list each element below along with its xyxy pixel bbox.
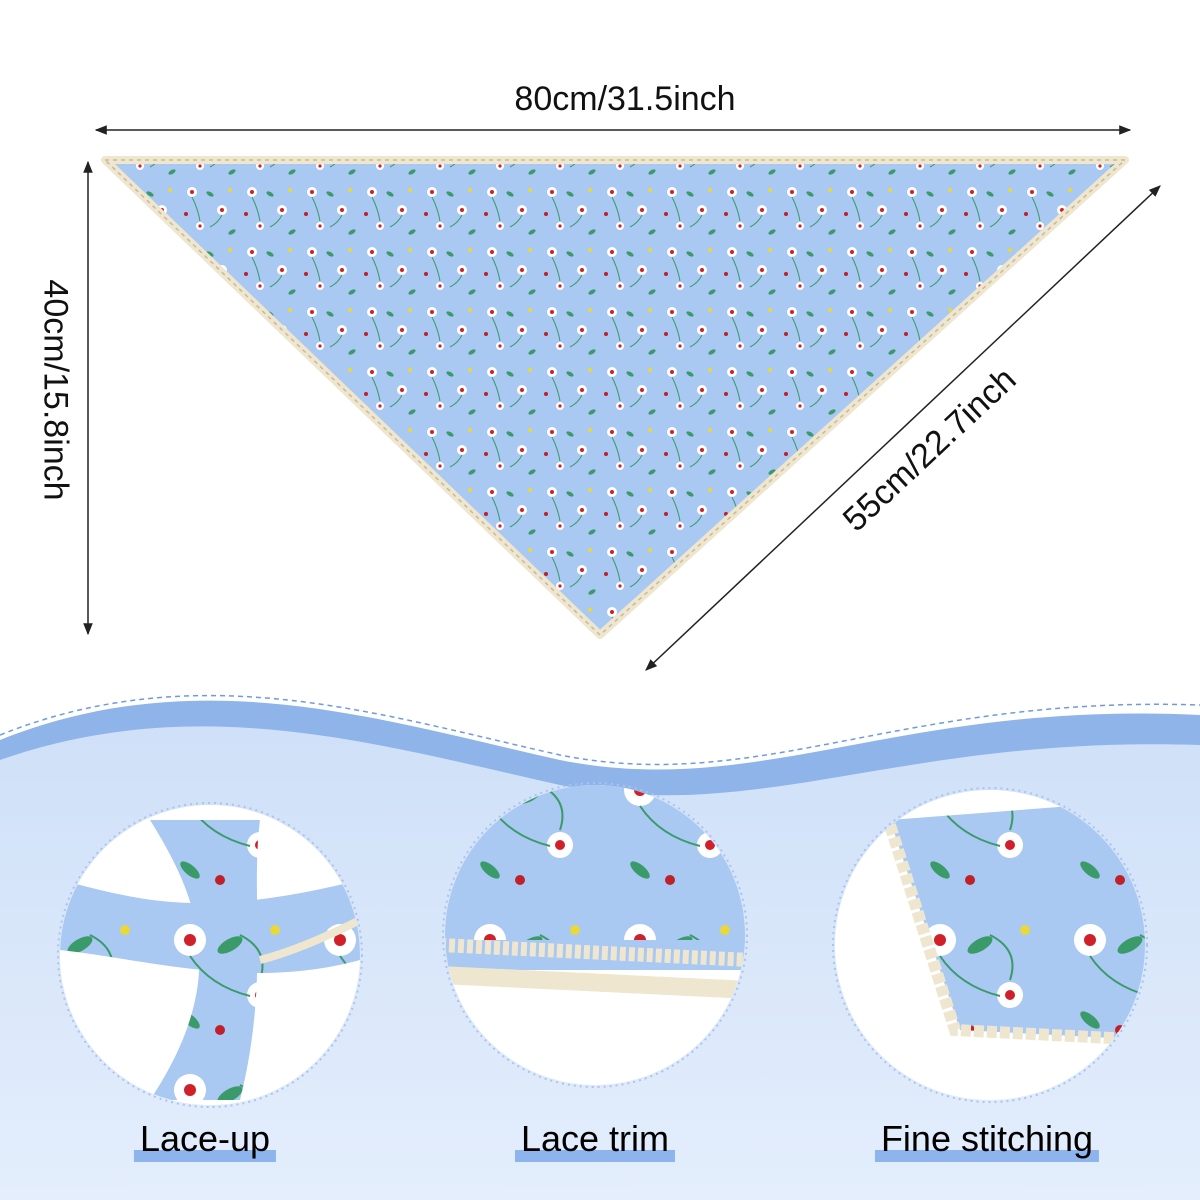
- label-underline: [133, 1150, 277, 1162]
- feature-label-fine-stitching: Fine stitching: [874, 1118, 1100, 1162]
- detail-lace-up: [57, 802, 363, 1108]
- label-underline: [514, 1150, 676, 1162]
- label-underline: [874, 1150, 1100, 1162]
- feature-text: Lace trim: [520, 1118, 670, 1159]
- detail-fine-stitching: [832, 787, 1148, 1103]
- feature-text: Lace-up: [139, 1118, 271, 1159]
- feature-text: Fine stitching: [880, 1118, 1094, 1159]
- width-label: 80cm/31.5inch: [514, 80, 736, 118]
- feature-label-lace-trim: Lace trim: [514, 1118, 676, 1162]
- feature-label-lace-up: Lace-up: [133, 1118, 277, 1162]
- height-label: 40cm/15.8inch: [36, 279, 75, 501]
- side-arrow: [645, 185, 1161, 671]
